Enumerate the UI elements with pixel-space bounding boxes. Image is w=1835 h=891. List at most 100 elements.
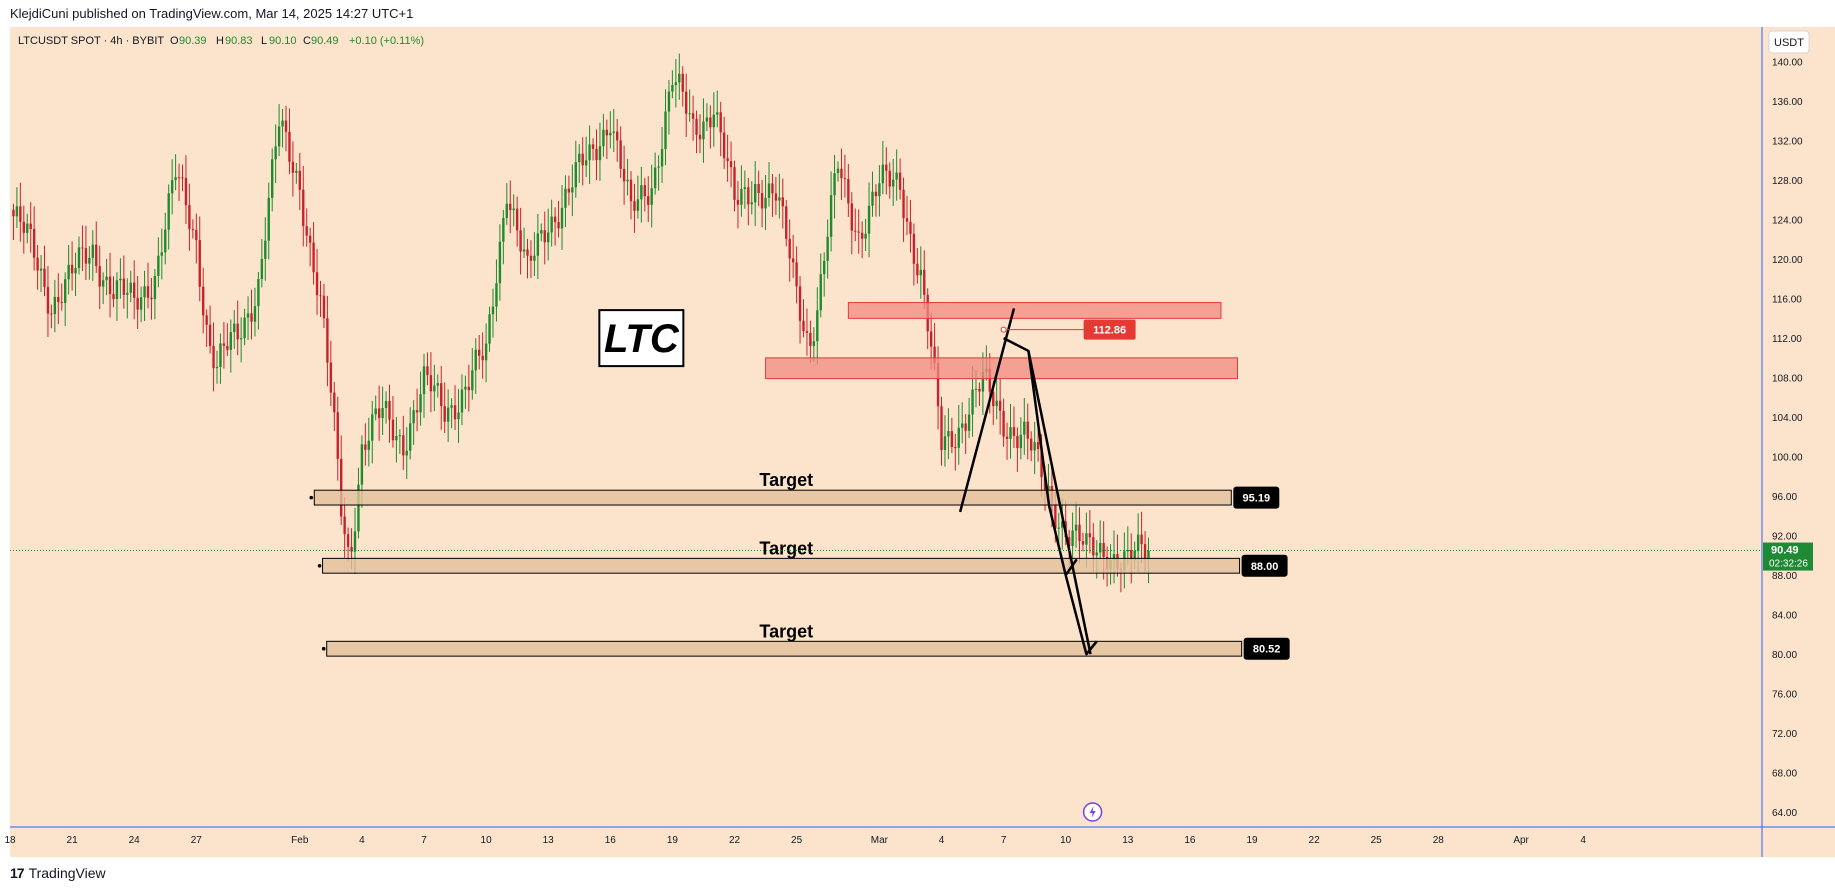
candle-body bbox=[453, 405, 457, 420]
price-tick-label: 116.00 bbox=[1772, 295, 1802, 306]
candle-body bbox=[605, 129, 609, 136]
candle-body bbox=[729, 161, 733, 168]
candle-body bbox=[336, 412, 339, 459]
candle-body bbox=[440, 383, 443, 407]
time-tick-label: Feb bbox=[291, 835, 309, 846]
candle-body bbox=[343, 516, 346, 535]
legend-open: 90.39 bbox=[179, 35, 207, 47]
currency-button-box[interactable] bbox=[1768, 30, 1810, 54]
legend-o-label: O bbox=[170, 35, 179, 47]
target-label: Target bbox=[759, 538, 813, 558]
target-label: Target bbox=[759, 621, 813, 641]
candle-body bbox=[170, 180, 174, 194]
candle-body bbox=[998, 400, 1002, 411]
price-tick-label: 100.00 bbox=[1772, 453, 1803, 464]
tradingview-logo[interactable]: 17 TradingView bbox=[10, 865, 106, 881]
candle-body bbox=[574, 162, 577, 188]
tradingview-logo-text: TradingView bbox=[28, 865, 106, 881]
candle-body bbox=[212, 346, 215, 369]
candle-body bbox=[374, 408, 377, 415]
candle-body bbox=[805, 331, 809, 333]
candle-body bbox=[1081, 541, 1085, 545]
time-tick-label: 25 bbox=[791, 835, 803, 846]
candle-body bbox=[967, 414, 971, 431]
candle-body bbox=[277, 126, 281, 147]
candle-body bbox=[443, 406, 446, 422]
candle-body bbox=[688, 113, 691, 115]
candle-body bbox=[522, 249, 526, 252]
price-callout-box[interactable] bbox=[1083, 319, 1136, 340]
candle-body bbox=[1047, 486, 1050, 490]
candle-body bbox=[636, 199, 640, 211]
candle-body bbox=[1057, 527, 1060, 529]
price-callout[interactable]: 112.86 bbox=[1083, 319, 1136, 340]
candle-body bbox=[626, 179, 629, 182]
candle-body bbox=[329, 362, 333, 393]
candle-body bbox=[791, 258, 795, 263]
candle-body bbox=[81, 247, 84, 249]
candle-body bbox=[1036, 442, 1040, 450]
candle-body bbox=[567, 188, 571, 193]
plot-background bbox=[10, 27, 1762, 827]
lightning-icon-bolt bbox=[1089, 806, 1096, 818]
currency-button[interactable]: USDT bbox=[1768, 30, 1810, 54]
price-tick-label: 132.00 bbox=[1772, 137, 1803, 148]
price-tick-label: 120.00 bbox=[1772, 255, 1803, 266]
time-tick-label: 19 bbox=[1246, 835, 1258, 846]
candle-body bbox=[95, 244, 98, 267]
candle-body bbox=[836, 168, 840, 174]
candle-body bbox=[291, 161, 295, 173]
candle-body bbox=[581, 153, 584, 166]
candle-body bbox=[384, 400, 388, 409]
candle-body bbox=[133, 282, 136, 298]
legend-c-label: C bbox=[303, 35, 311, 47]
candle-body bbox=[381, 408, 384, 419]
price-tick-label: 64.00 bbox=[1772, 808, 1797, 819]
candle-body bbox=[919, 269, 922, 276]
price-callout-label: 112.86 bbox=[1093, 325, 1126, 337]
candle-body bbox=[954, 447, 957, 449]
ltc-annotation[interactable]: LTC bbox=[598, 309, 685, 368]
candle-body bbox=[1112, 554, 1116, 560]
candle-body bbox=[881, 164, 885, 184]
candle-body bbox=[785, 206, 788, 239]
candle-body bbox=[750, 202, 753, 205]
candle-body bbox=[302, 189, 305, 227]
candle-body bbox=[616, 131, 619, 141]
candle-body bbox=[722, 132, 726, 159]
candle-body bbox=[322, 295, 326, 319]
candle-body bbox=[495, 283, 498, 307]
candle-body bbox=[609, 132, 612, 136]
time-tick-label: 16 bbox=[1184, 835, 1196, 846]
candle-body bbox=[419, 394, 422, 413]
candle-body bbox=[57, 296, 60, 303]
candle-body bbox=[740, 189, 743, 205]
chart-frame[interactable]: Target 95.19 Target 88.00 Target 80.52 140.00… bbox=[0, 27, 1835, 857]
candle-body bbox=[653, 167, 657, 189]
price-tick-label: 88.00 bbox=[1772, 571, 1797, 582]
candle-body bbox=[39, 268, 43, 271]
candle-body bbox=[412, 410, 415, 424]
lightning-icon[interactable] bbox=[1082, 802, 1103, 822]
candle-body bbox=[923, 269, 926, 295]
candle-body bbox=[478, 349, 481, 356]
candle-body bbox=[547, 232, 550, 243]
candle-body bbox=[571, 187, 574, 193]
candle-body bbox=[912, 233, 916, 264]
candle-body bbox=[364, 444, 367, 450]
candle-body bbox=[398, 435, 402, 437]
candle-body bbox=[164, 229, 167, 253]
legend-symbol: LTCUSDT SPOT · 4h · BYBIT bbox=[18, 35, 164, 47]
candle-body bbox=[760, 193, 764, 209]
candle-body bbox=[257, 279, 260, 307]
candle-body bbox=[643, 185, 646, 197]
ltc-annotation-box[interactable] bbox=[598, 309, 685, 368]
candle-body bbox=[747, 187, 750, 205]
last-price-label: 90.49 bbox=[1771, 545, 1799, 557]
price-tick-label: 124.00 bbox=[1772, 216, 1803, 227]
last-price-marker: 90.49 02:32:26 bbox=[1763, 542, 1813, 571]
candle-body bbox=[429, 375, 433, 392]
candle-body bbox=[726, 158, 729, 162]
price-chart[interactable]: Target 95.19 Target 88.00 Target 80.52 140.00… bbox=[0, 27, 1835, 857]
candle-body bbox=[491, 306, 495, 315]
